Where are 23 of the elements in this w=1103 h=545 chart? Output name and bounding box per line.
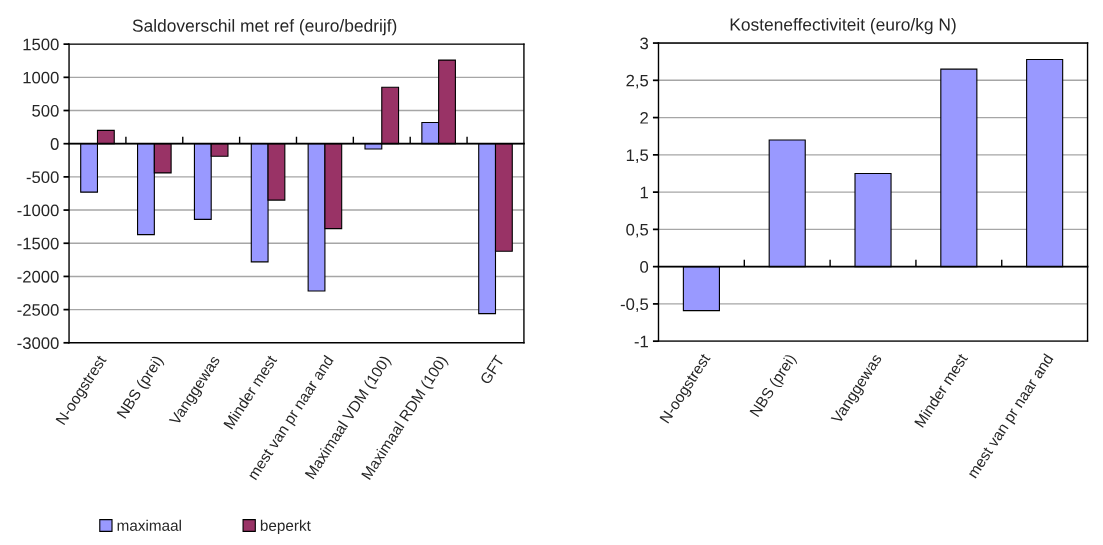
y-tick-label: -1000 [17,204,59,217]
y-tick-label: -0,5 [620,298,649,313]
y-tick-label: -3000 [17,337,59,350]
y-tick-label: 2,5 [626,74,649,89]
chart-title: Kosteneffectiviteit (euro/kg N) [730,17,956,35]
y-tick-label: 500 [32,104,59,117]
y-tick-label: 1000 [23,71,59,84]
y-tick-label: -1500 [17,237,59,250]
y-tick-label: -1 [634,335,648,348]
chart-title: Saldoverschil met ref (euro/bedrijf) [132,19,397,36]
y-tick-label: -2500 [17,304,59,316]
y-tick-label: 0 [50,138,59,150]
y-tick-label: 0 [640,261,649,273]
y-tick-label: 1 [640,186,648,199]
y-tick-label: -500 [26,171,59,184]
y-tick-label: -2000 [17,270,59,283]
y-tick-label: 3 [640,37,649,50]
y-tick-label: 0,5 [626,223,649,238]
y-tick-label: 1500 [23,38,59,51]
legend-label: maximaal [117,519,181,531]
y-tick-label: 1,5 [626,149,649,164]
y-tick-label: 2 [640,111,648,124]
legend-label: beperkt [260,519,311,534]
